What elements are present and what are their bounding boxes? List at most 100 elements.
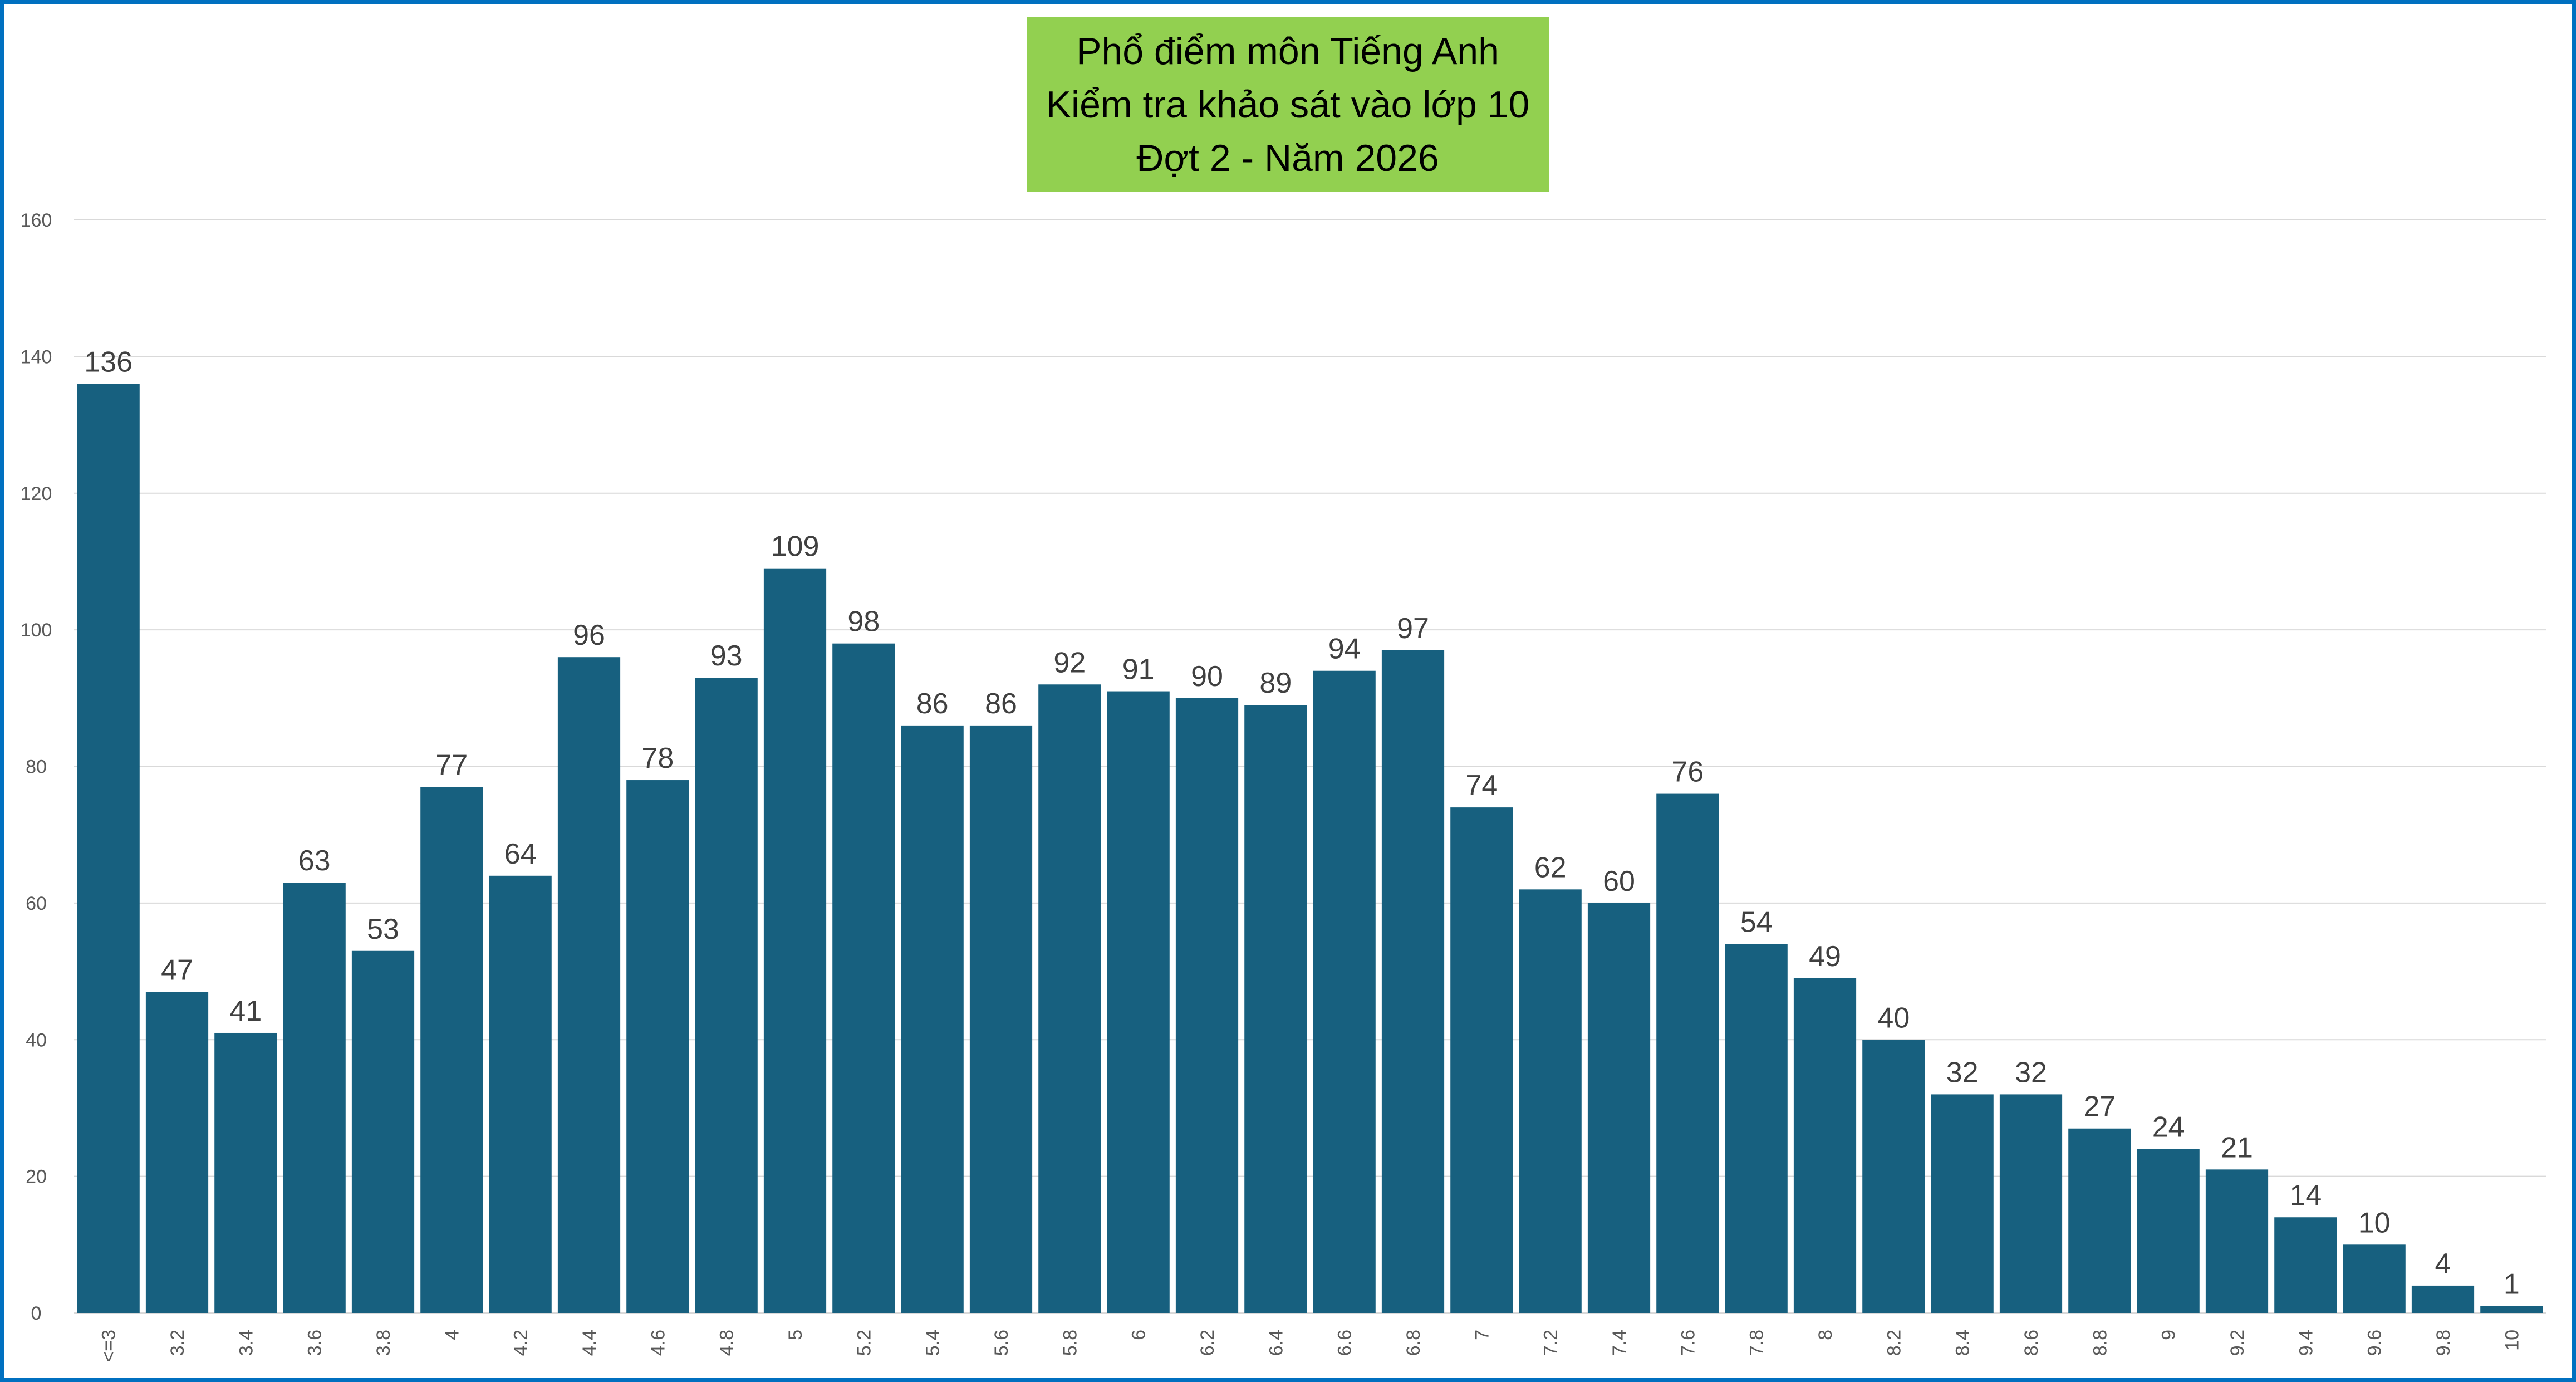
bar bbox=[1931, 1094, 1994, 1313]
x-tick-label: 8.4 bbox=[1952, 1330, 1974, 1356]
data-label: 60 bbox=[1603, 865, 1635, 898]
bar bbox=[2480, 1306, 2543, 1313]
y-tick-label: 80 bbox=[26, 757, 47, 778]
bar bbox=[351, 950, 415, 1313]
bar bbox=[557, 657, 621, 1313]
x-tick-label: 3.8 bbox=[373, 1330, 394, 1356]
chart-title: Phổ điểm môn Tiếng Anh Kiểm tra khảo sát… bbox=[1027, 17, 1549, 192]
bar bbox=[2343, 1244, 2406, 1313]
data-label: 78 bbox=[641, 742, 674, 775]
data-label: 92 bbox=[1053, 646, 1086, 679]
x-tick-label: 3.2 bbox=[167, 1330, 188, 1356]
y-tick-label: 0 bbox=[31, 1303, 42, 1324]
bar bbox=[2137, 1149, 2200, 1313]
data-label: 49 bbox=[1809, 940, 1841, 973]
bar bbox=[214, 1032, 277, 1313]
x-tick-label: 9.6 bbox=[2364, 1330, 2386, 1356]
bar bbox=[626, 780, 689, 1313]
x-tick-label: <=3 bbox=[99, 1330, 120, 1363]
bar bbox=[1244, 705, 1307, 1313]
data-label: 4 bbox=[2435, 1248, 2451, 1280]
y-tick-label: 100 bbox=[21, 620, 52, 641]
bar bbox=[489, 875, 552, 1313]
data-label: 89 bbox=[1259, 667, 1292, 699]
title-line-3: Đợt 2 - Năm 2026 bbox=[1136, 136, 1439, 179]
data-label: 10 bbox=[2358, 1207, 2391, 1239]
bar bbox=[2068, 1128, 2131, 1313]
x-tick-label: 6.6 bbox=[1334, 1330, 1356, 1356]
data-label: 62 bbox=[1534, 851, 1567, 884]
x-tick-label: 6 bbox=[1128, 1330, 1150, 1340]
bar bbox=[969, 725, 1033, 1313]
x-tick-label: 5.2 bbox=[853, 1330, 875, 1356]
bar bbox=[283, 883, 346, 1313]
bar bbox=[77, 384, 140, 1314]
y-tick-label: 120 bbox=[21, 483, 52, 504]
bar bbox=[2205, 1169, 2269, 1313]
y-tick-label: 40 bbox=[26, 1030, 47, 1051]
x-tick-label: 6.2 bbox=[1197, 1330, 1218, 1356]
data-label: 14 bbox=[2289, 1179, 2322, 1212]
bar bbox=[1450, 807, 1513, 1313]
data-label: 94 bbox=[1328, 633, 1361, 665]
data-label: 32 bbox=[1946, 1056, 1979, 1089]
data-label: 27 bbox=[2083, 1091, 2116, 1123]
x-tick-label: 5.8 bbox=[1059, 1330, 1081, 1356]
data-label: 74 bbox=[1465, 770, 1498, 802]
bar bbox=[1107, 691, 1170, 1313]
data-label: 136 bbox=[84, 346, 133, 378]
data-label: 96 bbox=[573, 619, 605, 651]
data-label: 93 bbox=[710, 640, 743, 672]
data-label: 54 bbox=[1740, 906, 1773, 938]
bar bbox=[1587, 903, 1651, 1313]
bar bbox=[1793, 978, 1857, 1313]
data-label: 21 bbox=[2221, 1131, 2253, 1164]
x-tick-label: 9.8 bbox=[2433, 1330, 2454, 1356]
data-label: 40 bbox=[1877, 1002, 1910, 1034]
data-label: 41 bbox=[229, 995, 262, 1027]
x-tick-label: 6.4 bbox=[1265, 1330, 1287, 1356]
title-line-1: Phổ điểm môn Tiếng Anh bbox=[1076, 30, 1499, 72]
x-tick-label: 4.4 bbox=[579, 1330, 600, 1356]
bar bbox=[2274, 1217, 2337, 1313]
bar bbox=[1862, 1040, 1925, 1313]
x-tick-label: 3.4 bbox=[235, 1330, 257, 1356]
x-tick-label: 6.8 bbox=[1403, 1330, 1424, 1356]
bar bbox=[420, 787, 483, 1313]
data-label: 1 bbox=[2504, 1268, 2520, 1301]
bar bbox=[1725, 944, 1788, 1313]
x-tick-label: 9.2 bbox=[2227, 1330, 2248, 1356]
x-tick-label: 7.4 bbox=[1609, 1330, 1630, 1356]
x-tick-label: 8.6 bbox=[2021, 1330, 2042, 1356]
x-tick-label: 10 bbox=[2501, 1330, 2523, 1351]
bar bbox=[901, 725, 964, 1313]
data-label: 64 bbox=[504, 838, 537, 870]
bar bbox=[1313, 670, 1376, 1313]
bar bbox=[1519, 889, 1582, 1313]
x-tick-label: 8.2 bbox=[1883, 1330, 1905, 1356]
x-tick-label: 4 bbox=[441, 1330, 463, 1340]
y-tick-label: 60 bbox=[26, 893, 47, 914]
x-tick-label: 7.8 bbox=[1746, 1330, 1768, 1356]
x-tick-label: 8 bbox=[1815, 1330, 1836, 1340]
data-label: 24 bbox=[2152, 1111, 2185, 1144]
data-label: 86 bbox=[916, 688, 949, 720]
x-tick-label: 9 bbox=[2158, 1330, 2180, 1340]
data-label: 77 bbox=[435, 749, 468, 781]
bar bbox=[145, 992, 209, 1313]
x-tick-label: 5 bbox=[785, 1330, 806, 1340]
y-tick-label: 20 bbox=[26, 1167, 47, 1188]
bar bbox=[1175, 698, 1239, 1313]
x-tick-label: 4.6 bbox=[647, 1330, 669, 1356]
bar bbox=[1381, 650, 1445, 1313]
data-label: 76 bbox=[1671, 756, 1704, 788]
y-tick-label: 140 bbox=[21, 346, 52, 367]
bar bbox=[695, 678, 758, 1313]
x-tick-label: 5.4 bbox=[923, 1330, 944, 1356]
x-tick-label: 8.8 bbox=[2089, 1330, 2111, 1356]
bar bbox=[1038, 684, 1101, 1313]
x-tick-label: 5.6 bbox=[991, 1330, 1012, 1356]
data-label: 63 bbox=[298, 845, 331, 877]
data-label: 97 bbox=[1397, 612, 1429, 645]
